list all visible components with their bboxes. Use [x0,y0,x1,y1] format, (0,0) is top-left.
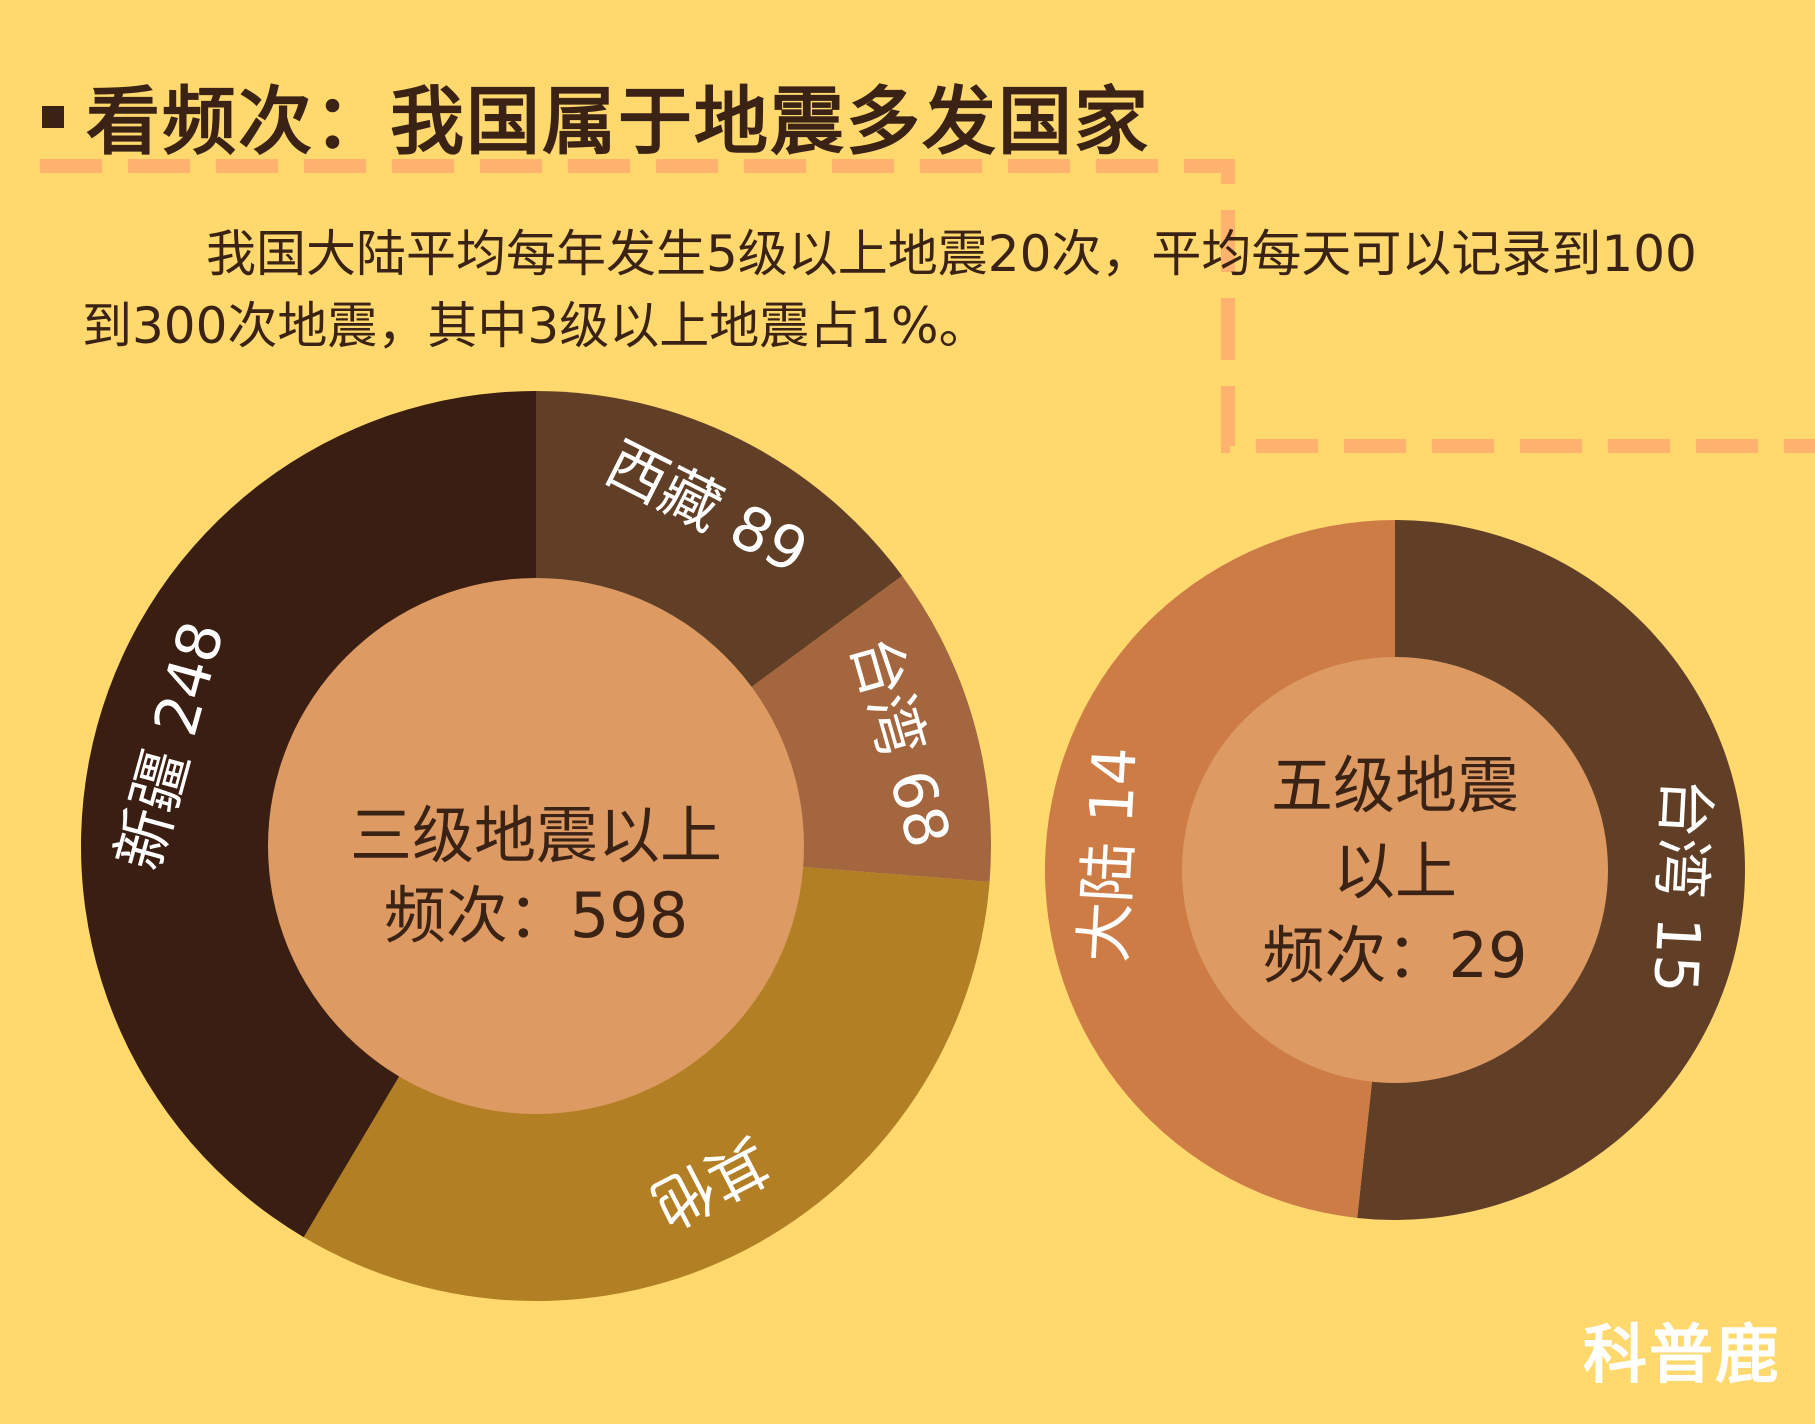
description-text: 我国大陆平均每年发生5级以上地震20次，平均每天可以记录到100到300次地震，… [82,225,1697,355]
slice-label-大陆: 大陆 14 [1069,745,1151,964]
slice-label-台湾: 台湾 15 [1639,776,1721,995]
center-circle [1182,657,1608,1083]
center-label-line: 三级地震以上 [350,799,722,872]
center-label-line: 五级地震 [1271,749,1519,822]
page-title: 看频次：我国属于地震多发国家 [86,78,1150,165]
title-bullet-icon [42,106,64,128]
watermark-logo: 科普鹿 [1583,1319,1781,1393]
title-row: 看频次：我国属于地震多发国家 [42,70,1150,165]
center-label-line: 频次：29 [1263,919,1528,992]
center-label-line: 以上 [1333,835,1457,908]
center-label-line: 频次：598 [384,879,688,952]
center-circle [268,578,804,1114]
